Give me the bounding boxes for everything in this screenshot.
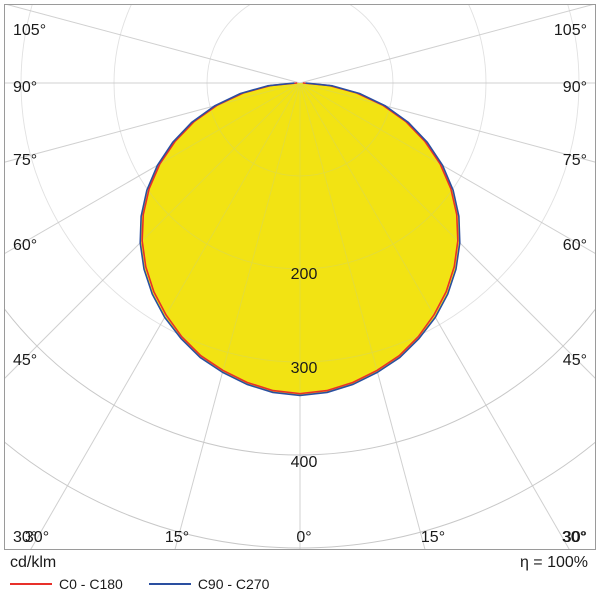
efficiency-label: η = 100%: [519, 554, 588, 571]
distribution-curves: [139, 82, 461, 397]
polar-plot-canvas: [5, 5, 595, 549]
legend-label: C0 - C180: [59, 576, 123, 592]
radial-value-label: 200: [290, 266, 318, 283]
legend-label: C90 - C270: [197, 576, 270, 592]
angle-label: 15°: [164, 529, 190, 546]
chart-legend: C0 - C180 C90 - C270: [10, 576, 269, 592]
legend-entry-c0-c180[interactable]: C0 - C180: [10, 576, 123, 592]
angle-label: 15°: [420, 529, 446, 546]
angle-label: 75°: [562, 152, 587, 169]
angle-label: 90°: [562, 79, 587, 96]
polar-plot-frame: 105° 90° 75° 60° 45° 30° 105° 90° 75° 60° 45° 30° …: [4, 4, 596, 550]
angle-label: 75°: [13, 152, 38, 169]
angle-label: 30°: [562, 529, 587, 546]
angle-label: 30°: [24, 529, 50, 546]
angle-label: 0°: [296, 529, 312, 546]
radial-value-label: 300: [290, 360, 318, 377]
chart-footer: cd/klm η = 100% C0 - C180 C90 - C270: [0, 552, 600, 600]
angle-label: 45°: [13, 352, 38, 369]
radial-value-label: 400: [290, 454, 318, 471]
curve-c0-c180: [141, 82, 459, 395]
curve-c90-c270: [139, 82, 461, 397]
legend-line-swatch: [148, 583, 191, 585]
unit-label: cd/klm: [10, 554, 57, 571]
angle-label: 60°: [13, 237, 38, 254]
angle-label: 30°: [561, 529, 587, 546]
angle-label: 45°: [562, 352, 587, 369]
angle-label: 30°: [13, 529, 38, 546]
legend-entry-c90-c270[interactable]: C90 - C270: [148, 576, 270, 592]
angle-label: 105°: [13, 22, 47, 39]
angle-label: 90°: [13, 79, 38, 96]
legend-line-swatch: [10, 583, 52, 585]
angle-label: 60°: [562, 237, 587, 254]
angle-label: 105°: [553, 22, 587, 39]
